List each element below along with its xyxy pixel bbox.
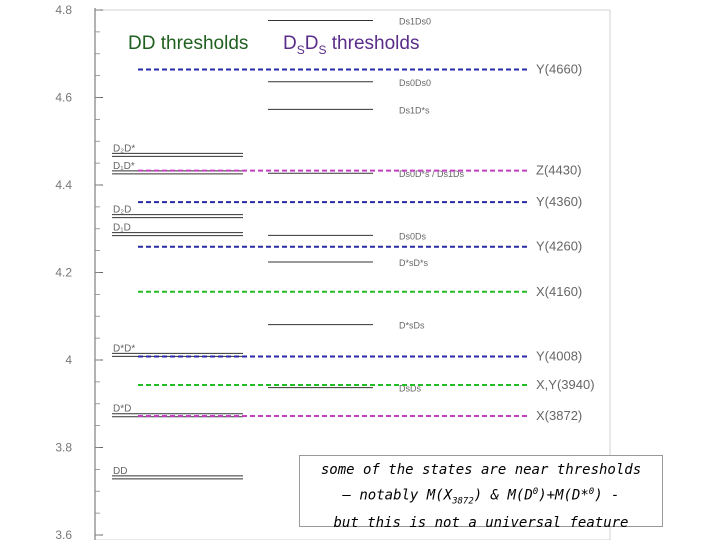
y-tick-label: 4 [65,353,72,367]
y-tick-label: 4.2 [55,266,72,280]
y-tick-label: 3.6 [55,528,72,540]
ds-thresholds-heading: DSDS thresholds [283,33,419,57]
note-l2-sub: 3872 [452,496,474,507]
ds-heading-tail: thresholds [326,33,420,54]
state-label-x-4160: X(4160) [536,284,582,299]
note-l2-sup2: 0 [588,487,595,497]
ds-threshold-levels: DsDs D*sDs D*sD*s Ds0Ds Ds0D*s / Ds1Ds Ds1D*s… [268,17,465,394]
note-line-2: – notably M(X3872) & M(D0)+M(D*0) - [300,481,662,512]
dd-label-d-d: D*D [113,404,131,415]
dd-label-d-d: D₂D [113,205,131,216]
state-lines: Y(4660) Z(4430) Y(4360) Y(4260) X(4160) Y(400… [138,62,595,423]
note-l2-sup1: 0 [532,487,539,497]
note-l2-b: ) & M(D [473,487,533,504]
dd-label-dd: DD [113,466,127,477]
note-line-3: but this is not a universal feature [333,515,629,532]
dd-thresholds-heading: DD thresholds [128,33,249,54]
ds-label-ds1ds0: Ds1Ds0 [399,17,431,27]
ds-label-d-sds: D*sDs [399,321,425,331]
ds-label-dsds: DsDs [399,384,421,394]
state-label-y-4660: Y(4660) [536,62,582,77]
state-label-y-4260: Y(4260) [536,239,582,254]
y-tick-label: 4.4 [55,178,72,192]
note-box: some of the states are near thresholds –… [299,455,663,531]
ds-label-d-sd-s: D*sD*s [399,258,429,268]
state-label-x-y-3940: X,Y(3940) [536,377,595,392]
state-label-z-4430: Z(4430) [536,163,582,178]
note-l2-c: )+M(D* [538,487,589,504]
state-label-x-3872: X(3872) [536,408,582,423]
ds-heading-d1: D [283,33,297,54]
ds-heading-s1: S [296,42,305,57]
ds-label-ds1d-s: Ds1D*s [399,105,430,115]
ds-label-ds0d-s-ds1ds: Ds0D*s / Ds1Ds [399,169,465,179]
note-l2-a: – notably M(X [342,487,453,504]
dd-threshold-levels: DD D*D D*D* D₁D D₂D D₁D* D₂D* [112,143,243,480]
y-tick-label: 4.6 [55,91,72,105]
dd-label-d-d: D*D* [113,343,135,354]
y-tick-label: 3.8 [55,441,72,455]
dd-label-d-d: D₁D [113,223,131,234]
state-label-y-4008: Y(4008) [536,349,582,364]
dd-label-d-d: D₂D* [113,143,135,154]
y-tick-label: 4.8 [55,3,72,17]
dd-label-d-d: D₁D* [113,161,135,172]
ds-label-ds0ds0: Ds0Ds0 [399,78,431,88]
note-l2-d: ) - [594,487,620,504]
ds-label-ds0ds: Ds0Ds [399,231,427,241]
y-axis-ticks: 3.6 3.8 4 4.2 4.4 4.6 4.8 [55,3,103,540]
ds-heading-d2: D [304,33,319,54]
ds-heading-s2: S [318,42,327,57]
state-label-y-4360: Y(4360) [536,194,582,209]
note-line-1: some of the states are near thresholds [320,462,642,478]
